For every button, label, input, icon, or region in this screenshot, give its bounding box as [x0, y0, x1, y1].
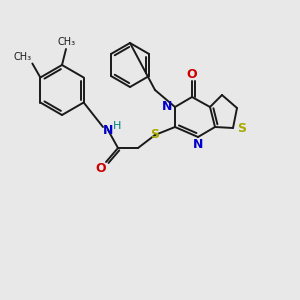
- Text: S: S: [238, 122, 247, 134]
- Text: H: H: [113, 121, 121, 131]
- Text: N: N: [193, 137, 203, 151]
- Text: O: O: [96, 161, 106, 175]
- Text: S: S: [151, 128, 160, 140]
- Text: CH₃: CH₃: [58, 37, 76, 47]
- Text: CH₃: CH₃: [13, 52, 32, 61]
- Text: N: N: [103, 124, 113, 136]
- Text: N: N: [162, 100, 172, 112]
- Text: O: O: [187, 68, 197, 80]
